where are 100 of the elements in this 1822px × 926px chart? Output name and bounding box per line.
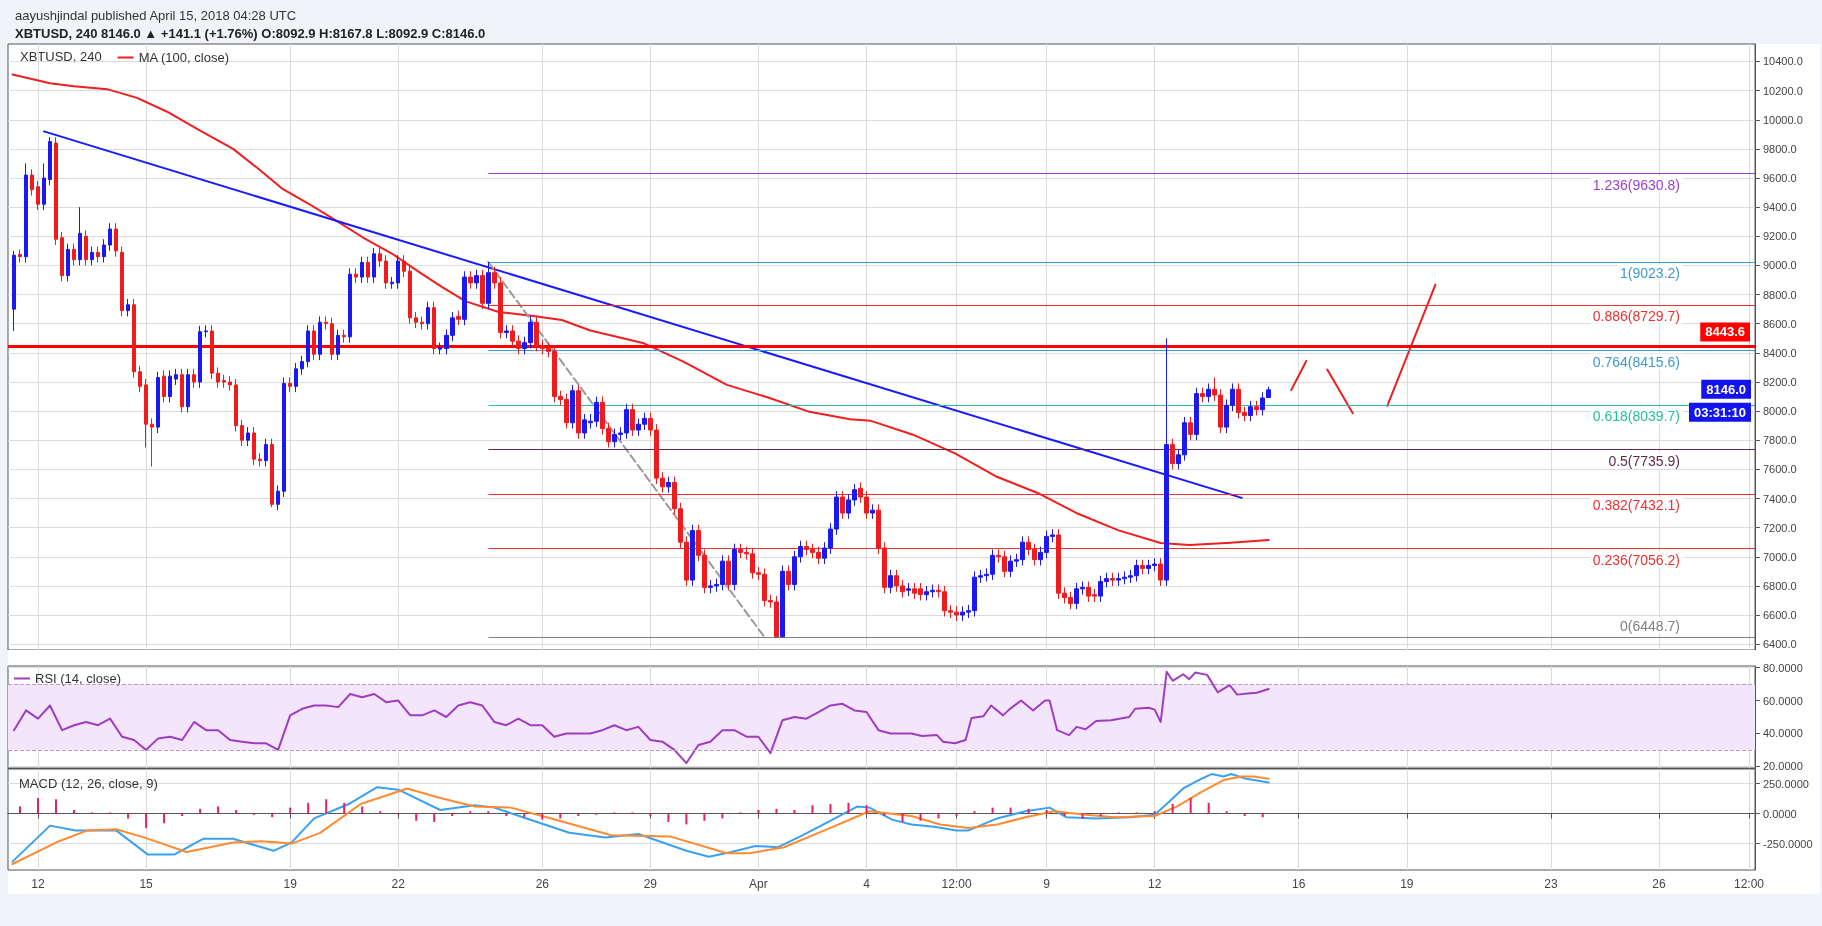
bar [217, 806, 220, 814]
y-tick-label: 60.0000 [1763, 694, 1803, 707]
ref-line-label: 0.382(7432.1) [1592, 496, 1680, 513]
candlestick [30, 168, 34, 196]
y-tick-label: 7800.0 [1763, 434, 1797, 447]
ref-line-label: 0(6448.7) [1620, 618, 1680, 635]
bar [775, 808, 778, 814]
candlestick [318, 315, 322, 361]
bar [811, 805, 814, 814]
candlestick [906, 582, 911, 597]
candlestick [354, 267, 358, 284]
text: MACD (12, 26, close, 9) [19, 776, 158, 791]
x-tick-label: 23 [1544, 877, 1558, 891]
y-tick-label: 9800.0 [1763, 142, 1797, 155]
ref-line-label: 0.764(8415.6) [1592, 353, 1680, 370]
candlestick [12, 250, 16, 332]
candlestick [870, 503, 875, 520]
y-tick-label: 10400.0 [1763, 55, 1803, 68]
x-tick-label: 19 [1400, 877, 1414, 891]
candlestick [126, 298, 130, 317]
candlestick [252, 426, 256, 466]
candlestick [330, 317, 334, 361]
candlestick [198, 325, 202, 389]
candlestick [1188, 416, 1193, 441]
bar [1045, 810, 1048, 814]
bar [1153, 811, 1156, 814]
bar [973, 811, 976, 814]
bar [235, 810, 238, 814]
bar [487, 811, 490, 814]
candlestick [156, 371, 160, 434]
candlestick [306, 324, 310, 368]
y-tick-label: 20.0000 [1763, 760, 1803, 773]
candlestick [570, 384, 575, 430]
candlestick [96, 245, 100, 264]
candlestick [360, 256, 364, 284]
candlestick [438, 342, 442, 355]
x-tick-label: 12 [31, 877, 46, 891]
candlestick [480, 269, 485, 310]
candlestick [222, 374, 226, 389]
bar [667, 813, 670, 823]
bar [433, 813, 436, 823]
candlestick [282, 377, 286, 498]
candlestick [84, 229, 88, 266]
candlestick [384, 254, 388, 290]
candlestick [54, 136, 58, 246]
chart-subtitle: XBTUSD, 240 8146.0 ▲ +141.1 (+1.76%) O:8092.9 H:8167.8 L:8092.9 C:8146.0 [15, 26, 486, 41]
y-tick-label: 6600.0 [1763, 609, 1797, 622]
bar [469, 811, 472, 814]
x-tick-label: 12:00 [1733, 877, 1765, 891]
candlestick [726, 554, 731, 591]
bar [1009, 807, 1012, 814]
candlestick [1164, 337, 1169, 587]
y-tick-label: 80.0000 [1763, 661, 1803, 674]
y-tick-label: 9400.0 [1763, 201, 1797, 214]
candlestick [474, 269, 479, 290]
y-tick-label: 9200.0 [1763, 230, 1797, 243]
y-tick-label: 8400.0 [1763, 346, 1797, 359]
bar [1027, 808, 1030, 814]
candlestick [204, 324, 208, 339]
legend-label: MA (100, close) [138, 50, 229, 65]
x-tick-label: 22 [391, 877, 406, 891]
ref-line-label: 0.618(8039.7) [1592, 408, 1680, 425]
candlestick [468, 270, 473, 290]
bar [37, 798, 40, 814]
x-tick-label: 15 [139, 877, 154, 891]
candlestick [486, 261, 491, 310]
candlestick [234, 378, 238, 432]
candlestick [42, 162, 46, 211]
candlestick [504, 324, 509, 339]
candlestick [240, 419, 244, 447]
x-tick-label: 12:00 [941, 877, 972, 891]
candlestick [402, 254, 406, 278]
x-tick-label: 29 [643, 877, 658, 891]
candlestick [312, 324, 316, 361]
candlestick [18, 248, 22, 264]
bar [199, 808, 202, 814]
bar [1171, 804, 1174, 814]
y-tick-label: 10200.0 [1763, 84, 1803, 97]
candlestick [1140, 559, 1145, 575]
y-tick-label: 0.0000 [1763, 807, 1797, 820]
candlestick [36, 180, 40, 211]
x-tick-label: 19 [283, 877, 298, 891]
x-tick-label: 16 [1292, 877, 1306, 891]
candlestick [150, 417, 154, 467]
y-tick-label: -250.0000 [1763, 837, 1813, 850]
candlestick [666, 476, 671, 494]
y-tick-label: 9000.0 [1763, 259, 1797, 272]
candlestick [216, 366, 220, 389]
candlestick [102, 238, 106, 264]
y-tick-label: 8800.0 [1763, 288, 1797, 301]
candlestick [342, 329, 346, 344]
y-tick-label: 7600.0 [1763, 463, 1797, 476]
bar [1189, 798, 1192, 814]
bar [703, 813, 706, 821]
y-tick-label: 40.0000 [1763, 727, 1803, 740]
ref-line-label: 0.886(8729.7) [1592, 307, 1680, 324]
x-tick-label: 26 [1652, 877, 1666, 891]
candlestick [1158, 557, 1163, 587]
candlestick [324, 315, 328, 331]
x-tick-label: Apr [749, 877, 768, 891]
